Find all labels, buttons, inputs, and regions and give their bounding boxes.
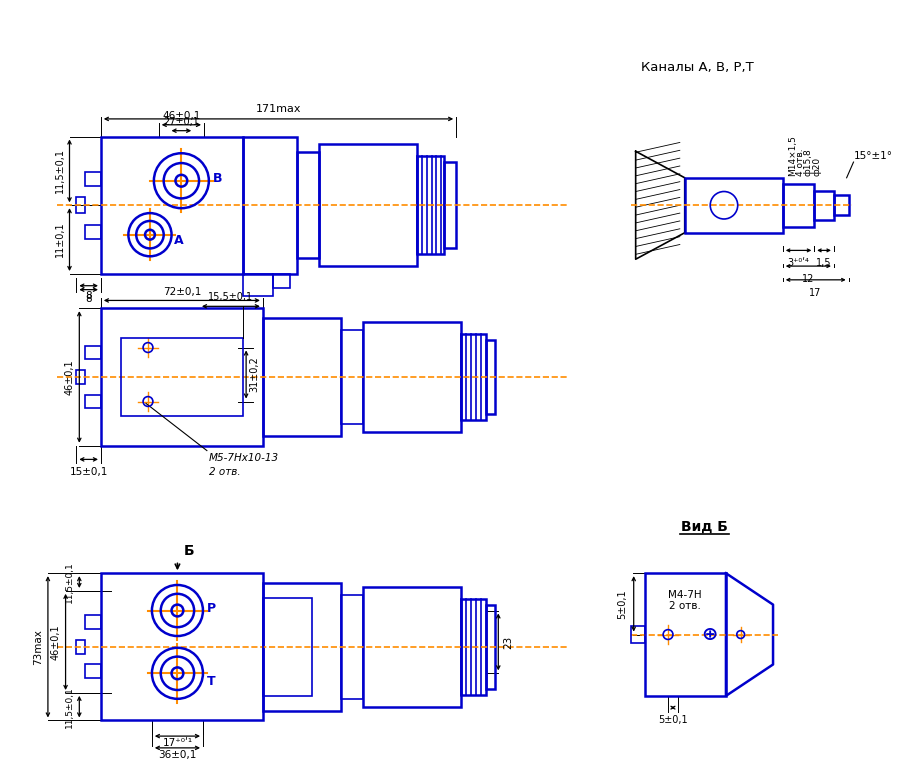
- Bar: [834, 195, 849, 215]
- Bar: [101, 308, 263, 446]
- Text: 23: 23: [503, 635, 513, 649]
- Bar: [417, 156, 445, 254]
- Bar: [461, 334, 485, 420]
- Bar: [273, 274, 291, 288]
- Bar: [341, 595, 363, 698]
- Text: ф15,8: ф15,8: [804, 148, 813, 176]
- Text: 27±0,1: 27±0,1: [164, 117, 199, 127]
- Bar: [121, 337, 243, 416]
- Bar: [263, 318, 341, 436]
- Text: 31±0,2: 31±0,2: [249, 356, 259, 392]
- Bar: [86, 172, 101, 186]
- Text: М5-7Нх10-13: М5-7Нх10-13: [209, 453, 279, 463]
- Bar: [445, 162, 456, 249]
- Bar: [319, 145, 417, 266]
- Text: 46±0,1: 46±0,1: [65, 359, 75, 395]
- Bar: [263, 583, 341, 711]
- Bar: [101, 137, 243, 274]
- Text: 11±0,1: 11±0,1: [55, 222, 65, 257]
- Text: Вид Б: Вид Б: [681, 520, 728, 534]
- Bar: [86, 615, 101, 629]
- Text: 46±0,1: 46±0,1: [162, 111, 201, 121]
- Bar: [86, 395, 101, 409]
- Text: 11,5±0,1: 11,5±0,1: [65, 562, 74, 603]
- Bar: [783, 184, 814, 227]
- Text: М14×1,5: М14×1,5: [788, 135, 796, 176]
- Bar: [76, 640, 86, 653]
- Text: 46±0,1: 46±0,1: [50, 624, 61, 659]
- Text: T: T: [207, 675, 215, 688]
- Text: 3⁺⁰ʹ⁴: 3⁺⁰ʹ⁴: [788, 259, 809, 269]
- Text: 4 отв.: 4 отв.: [796, 148, 805, 176]
- Text: 15±0,1: 15±0,1: [70, 467, 108, 477]
- Bar: [86, 346, 101, 360]
- Text: 8: 8: [86, 294, 92, 304]
- Bar: [101, 573, 263, 721]
- Text: 11,5±0,1: 11,5±0,1: [55, 148, 65, 194]
- Bar: [645, 573, 726, 696]
- Text: 11,5±0,1: 11,5±0,1: [65, 685, 74, 728]
- Text: ф20: ф20: [813, 157, 822, 176]
- Bar: [76, 197, 86, 213]
- Text: 12: 12: [802, 274, 814, 284]
- Text: Б: Б: [184, 543, 194, 558]
- Text: 36±0,1: 36±0,1: [158, 750, 196, 760]
- Text: М4-7Н: М4-7Н: [668, 591, 701, 601]
- Bar: [814, 190, 834, 220]
- Bar: [363, 587, 461, 707]
- Text: 15°±1°: 15°±1°: [853, 151, 893, 161]
- Bar: [341, 330, 363, 424]
- Bar: [685, 177, 783, 233]
- Text: ⊕: ⊕: [701, 625, 717, 644]
- Text: Каналы А, В, Р,Т: Каналы А, В, Р,Т: [641, 61, 753, 74]
- Bar: [461, 599, 485, 695]
- Text: 72±0,1: 72±0,1: [163, 287, 201, 297]
- Bar: [243, 274, 273, 295]
- Bar: [485, 340, 495, 415]
- Text: 5±0,1: 5±0,1: [616, 589, 627, 619]
- Bar: [243, 137, 297, 274]
- Text: P: P: [207, 602, 216, 615]
- Bar: [297, 152, 319, 259]
- Text: 15,5±0,1: 15,5±0,1: [209, 292, 254, 302]
- Bar: [363, 322, 461, 432]
- Text: 5±0,1: 5±0,1: [658, 715, 688, 725]
- Text: 17: 17: [809, 288, 822, 298]
- Text: 171max: 171max: [256, 104, 302, 114]
- Text: 8: 8: [86, 291, 92, 301]
- Text: B: B: [212, 172, 222, 185]
- Text: 1,5: 1,5: [816, 259, 832, 269]
- Bar: [485, 604, 495, 689]
- Bar: [76, 370, 86, 384]
- Bar: [86, 225, 101, 239]
- Bar: [263, 597, 312, 696]
- Bar: [86, 665, 101, 679]
- Text: A: A: [174, 234, 183, 247]
- Text: 73max: 73max: [33, 629, 43, 665]
- Text: 2 отв.: 2 отв.: [669, 601, 701, 611]
- Text: 17⁺⁰ʹ¹: 17⁺⁰ʹ¹: [162, 738, 193, 748]
- Bar: [631, 626, 645, 643]
- Text: 2 отв.: 2 отв.: [209, 467, 240, 477]
